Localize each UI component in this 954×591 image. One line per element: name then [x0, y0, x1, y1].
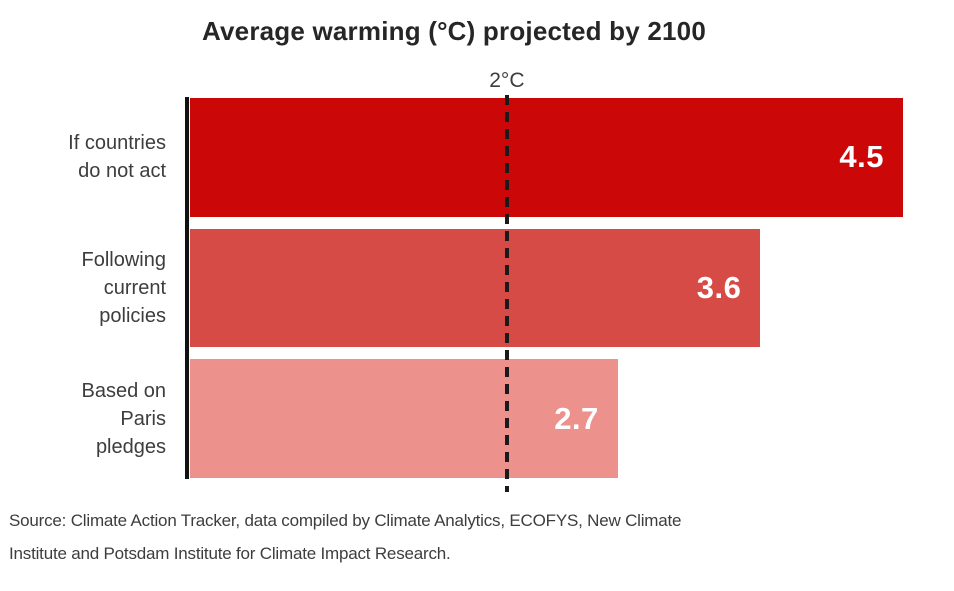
source-note: Source: Climate Action Tracker, data com… [9, 504, 909, 570]
bar-row: Following current policies 3.6 [82, 228, 905, 348]
source-note-line-1: Source: Climate Action Tracker, data com… [9, 511, 682, 530]
bar-rows-container: If countries do not act 4.5 Following curr… [68, 98, 905, 479]
bar-value-label: 4.5 [839, 139, 884, 175]
bar: 3.6 [190, 228, 761, 348]
bar-value-label: 2.7 [554, 400, 599, 436]
bar: 2.7 [190, 359, 618, 479]
category-label: Based on Paris pledges [81, 379, 166, 458]
plot-area: 2°C If countries do not act 4.5 Following … [68, 69, 905, 492]
bar: 4.5 [190, 98, 903, 217]
source-note-line-2: Institute and Potsdam Institute for Clim… [9, 544, 451, 563]
y-axis-line [185, 97, 189, 479]
reference-line-label: 2°C [489, 69, 525, 92]
bar-value-label: 3.6 [696, 270, 742, 305]
bar-row: If countries do not act 4.5 [68, 98, 905, 217]
chart-title: Average warming (°C) projected by 2100 [202, 16, 706, 46]
reference-dashed-line [504, 95, 509, 492]
category-label: If countries do not act [68, 132, 166, 183]
category-label: Following current policies [81, 249, 166, 327]
bar-row: Based on Paris pledges 2.7 [81, 359, 905, 479]
